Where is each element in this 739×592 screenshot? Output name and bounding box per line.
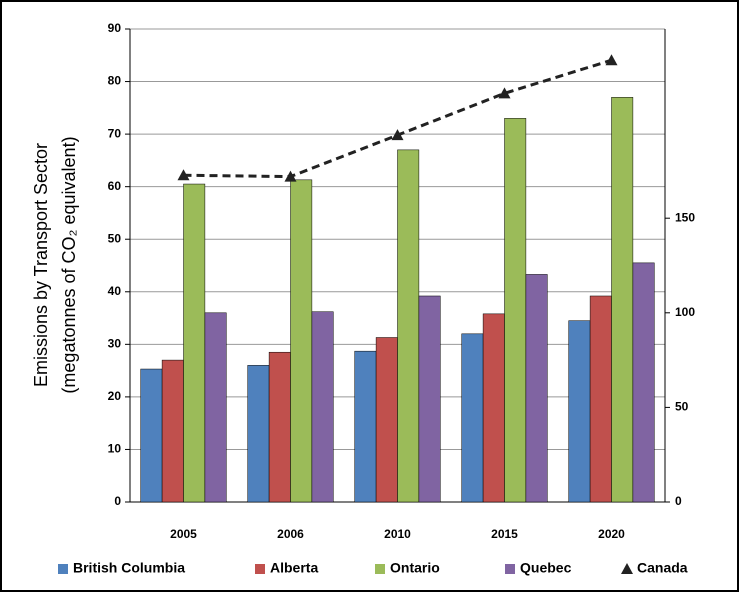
bar bbox=[141, 369, 162, 502]
bar bbox=[162, 360, 183, 502]
bar bbox=[612, 97, 633, 502]
legend-symbol bbox=[505, 564, 515, 574]
legend-symbol bbox=[375, 564, 385, 574]
bar bbox=[355, 351, 376, 502]
y-tick-label: 80 bbox=[108, 74, 122, 88]
bar bbox=[398, 150, 419, 502]
chart: Emissions by Transport Sector (megatonne… bbox=[0, 0, 739, 592]
y-tick-label: 30 bbox=[108, 337, 122, 351]
y-tick-label: 10 bbox=[108, 442, 122, 456]
legend-label: Alberta bbox=[270, 560, 318, 576]
legend-symbol bbox=[255, 564, 265, 574]
y-tick-label: 70 bbox=[108, 126, 122, 140]
x-tick-label: 2015 bbox=[491, 527, 518, 541]
y2-tick-label: 100 bbox=[675, 305, 695, 319]
bar bbox=[291, 180, 312, 502]
bar bbox=[505, 118, 526, 502]
legend-symbol bbox=[58, 564, 68, 574]
legend-label: British Columbia bbox=[73, 560, 185, 576]
bar bbox=[526, 274, 547, 502]
y-tick-label: 40 bbox=[108, 284, 122, 298]
y-tick-label: 90 bbox=[108, 21, 122, 35]
bar bbox=[569, 321, 590, 502]
bar bbox=[483, 314, 504, 502]
bar bbox=[590, 296, 611, 502]
y-tick-label: 50 bbox=[108, 231, 122, 245]
y-tick-label: 60 bbox=[108, 179, 122, 193]
x-tick-label: 2020 bbox=[598, 527, 625, 541]
bar bbox=[312, 312, 333, 502]
legend-label: Ontario bbox=[390, 560, 440, 576]
y-tick-label: 0 bbox=[114, 494, 121, 508]
y-axis-title: (megatonnes of CO₂ equivalent) bbox=[59, 136, 79, 393]
legend-label: Canada bbox=[637, 560, 688, 576]
x-tick-label: 2010 bbox=[384, 527, 411, 541]
bar bbox=[419, 296, 440, 502]
bar bbox=[633, 263, 654, 502]
bar bbox=[205, 313, 226, 502]
bar bbox=[376, 338, 397, 502]
bar bbox=[462, 334, 483, 502]
x-tick-label: 2005 bbox=[170, 527, 197, 541]
legend-label: Quebec bbox=[520, 560, 572, 576]
y2-tick-label: 0 bbox=[675, 494, 682, 508]
y-axis-title: Emissions by Transport Sector bbox=[31, 143, 51, 387]
x-tick-label: 2006 bbox=[277, 527, 304, 541]
y-tick-label: 20 bbox=[108, 389, 122, 403]
y2-tick-label: 50 bbox=[675, 400, 689, 414]
bar bbox=[184, 184, 205, 502]
bar bbox=[269, 352, 290, 502]
bar bbox=[248, 365, 269, 502]
y2-tick-label: 150 bbox=[675, 210, 695, 224]
